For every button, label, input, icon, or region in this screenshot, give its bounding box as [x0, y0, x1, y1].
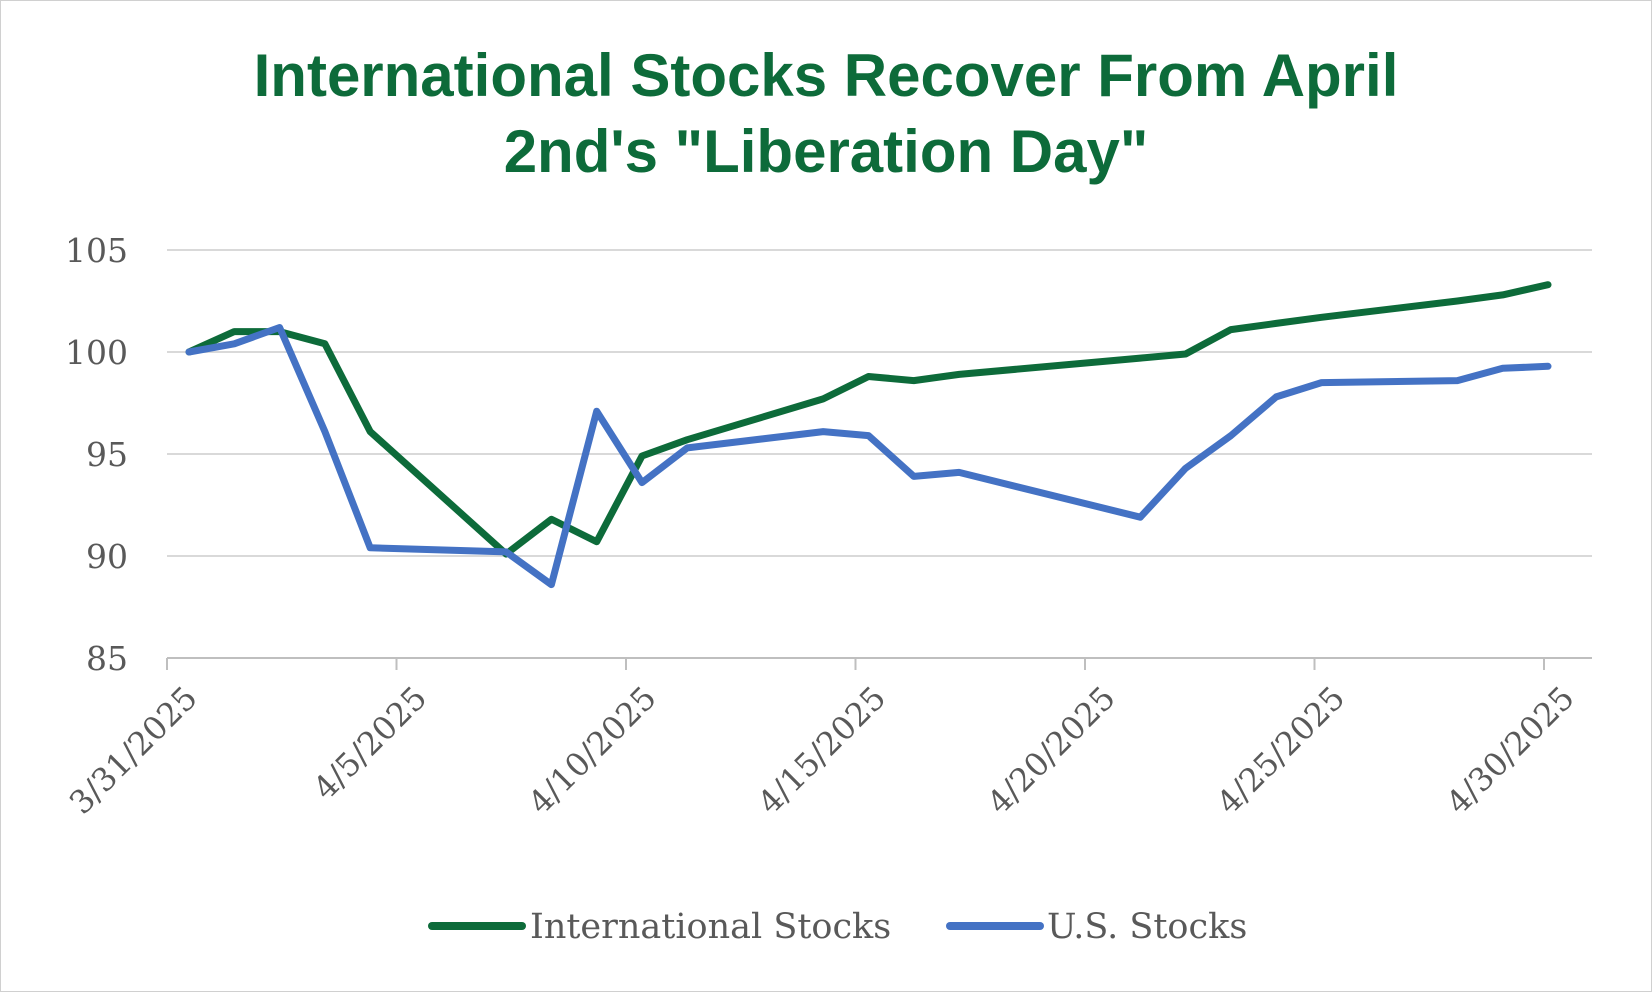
legend-label: U.S. Stocks: [1047, 907, 1247, 947]
x-tick-label: 4/15/2025: [750, 679, 893, 822]
x-tick-label: 4/30/2025: [1439, 679, 1582, 822]
y-axis-ticks: 85 90 95 100 105: [65, 231, 128, 678]
x-tick-label: 3/31/2025: [62, 679, 205, 822]
y-tick-label: 105: [65, 231, 128, 270]
series-line-international-stocks: [185, 281, 1552, 558]
y-tick-label: 85: [86, 639, 128, 678]
x-tick-label: 4/10/2025: [521, 679, 664, 822]
grid-lines: [167, 249, 1592, 557]
y-tick-label: 95: [86, 435, 128, 474]
series-line-us-stocks: [185, 324, 1552, 589]
chart-title: International Stocks Recover From April …: [0, 38, 1652, 190]
y-tick-label: 90: [86, 537, 128, 576]
x-tick-label: 4/25/2025: [1209, 679, 1352, 822]
y-tick-label: 100: [65, 333, 128, 372]
legend-label: International Stocks: [530, 907, 891, 947]
chart-title-line-1: International Stocks Recover From April: [253, 42, 1399, 109]
x-tick-label: 4/20/2025: [980, 679, 1123, 822]
x-tick-label: 4/5/2025: [306, 679, 434, 807]
x-axis-ticks: 3/31/2025 4/5/2025 4/10/2025 4/15/2025 4/20/…: [62, 658, 1582, 822]
series-lines: [185, 281, 1552, 589]
legend: International Stocks U.S. Stocks: [428, 907, 1247, 947]
chart-title-line-2: 2nd's "Liberation Day": [503, 118, 1149, 185]
